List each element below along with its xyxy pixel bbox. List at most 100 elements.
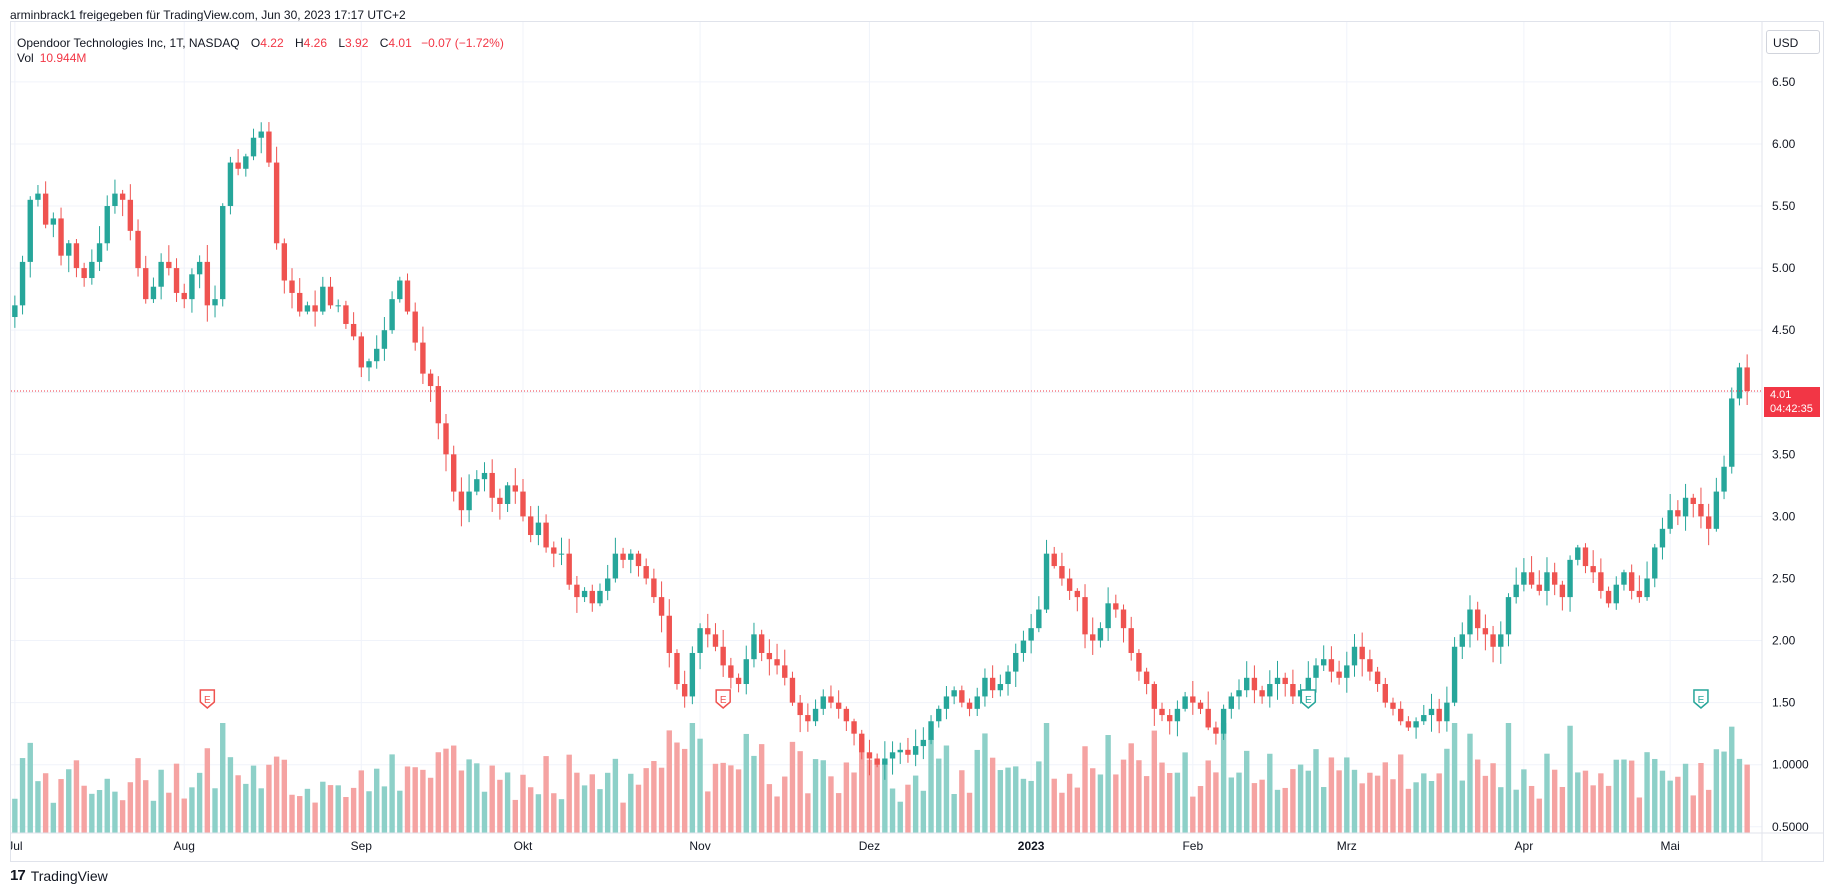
candle-body: [1390, 702, 1396, 709]
volume-bar: [1652, 758, 1658, 833]
earnings-marker[interactable]: E: [1693, 689, 1709, 709]
volume-bar: [451, 745, 457, 833]
volume-bar: [820, 760, 826, 833]
candle-body: [874, 758, 880, 765]
volume-bar: [1682, 763, 1689, 833]
candle-body: [1675, 510, 1681, 517]
volume-bar: [843, 762, 850, 833]
candle-body: [112, 193, 118, 207]
volume-bar: [766, 784, 773, 833]
volume-bar: [42, 773, 49, 833]
candle-body: [766, 652, 773, 660]
volume-bar: [1151, 730, 1158, 833]
candle-body: [1128, 628, 1134, 653]
volume-bar: [1390, 779, 1396, 833]
volume-bar: [951, 794, 957, 833]
candle-body: [1644, 578, 1650, 598]
candle-body: [1182, 696, 1188, 709]
candle-body: [797, 702, 803, 716]
change-value: −0.07 (−1.72%): [421, 36, 504, 50]
candle-body: [135, 230, 141, 269]
candle-body: [1467, 609, 1473, 635]
candle-body: [928, 721, 934, 740]
candle-body: [497, 497, 503, 504]
volume-bar: [196, 772, 203, 833]
candle-body: [1551, 572, 1558, 585]
candle-body: [1667, 510, 1673, 529]
volume-bar: [1197, 786, 1204, 833]
volume-bar: [812, 759, 819, 833]
volume-bar: [427, 777, 434, 833]
candle-body: [181, 292, 187, 300]
candle-body: [1744, 367, 1750, 392]
earnings-marker[interactable]: E: [199, 689, 216, 709]
volume-bar: [320, 781, 326, 833]
volume-bar: [1259, 779, 1265, 833]
candle-body: [397, 280, 403, 300]
price-axis[interactable]: 6.506.005.505.004.504.003.503.002.502.00…: [1772, 75, 1809, 834]
low-value: 3.92: [345, 36, 369, 50]
candle-body: [512, 485, 518, 492]
symbol-name[interactable]: Opendoor Technologies Inc, 1T, NASDAQ: [17, 36, 240, 50]
volume-bar: [1167, 772, 1173, 833]
volume-bar: [1436, 773, 1442, 833]
candle-body: [1652, 547, 1658, 579]
volume-bar: [705, 791, 711, 833]
candle-body: [558, 553, 565, 555]
candle-body: [358, 336, 365, 368]
volume-bar: [1190, 796, 1196, 833]
candle-body: [1490, 634, 1496, 647]
volume-bar: [1267, 753, 1273, 833]
candle-body: [543, 522, 549, 548]
candle-body: [1344, 665, 1350, 678]
volume-bar: [782, 776, 788, 833]
volume-bar: [1451, 723, 1458, 833]
candle-body: [58, 218, 64, 256]
volume-bar: [997, 770, 1004, 833]
price-tick-label: 2.00: [1772, 634, 1796, 648]
volume-bar: [1113, 774, 1119, 833]
price-tick-label: 5.00: [1772, 261, 1796, 275]
volume-bar: [527, 787, 534, 833]
volume-bar: [666, 730, 672, 833]
volume-bar: [1328, 757, 1335, 833]
earnings-marker-shape: [715, 689, 731, 709]
candle-body: [782, 665, 788, 678]
time-axis[interactable]: JulAugSepOktNovDez2023FebMrzAprMaiJunJul: [11, 839, 1823, 853]
volume-bar: [104, 778, 110, 833]
volume-bar: [520, 774, 526, 833]
candle-body: [1621, 572, 1627, 585]
volume-bar: [920, 790, 927, 833]
candle-body: [566, 553, 572, 585]
volume-bar: [1297, 764, 1304, 833]
volume-bar: [1274, 789, 1281, 833]
candle-body: [805, 715, 811, 722]
candle-body: [735, 677, 742, 685]
candle-body: [1628, 572, 1635, 591]
volume-bar: [859, 737, 865, 833]
time-tick-label: Aug: [174, 839, 195, 853]
candle-body: [1567, 559, 1573, 598]
volume-bar: [19, 758, 26, 833]
volume-bar: [173, 763, 180, 833]
tradingview-logo[interactable]: 17 TradingView: [10, 867, 108, 884]
time-tick-label: Apr: [1515, 839, 1534, 853]
candle-body: [50, 218, 57, 225]
volume-bar: [143, 780, 149, 833]
price-tick-label: 4.50: [1772, 323, 1796, 337]
currency-button[interactable]: USD: [1766, 30, 1820, 54]
volume-bar: [1282, 787, 1288, 833]
share-caption: arminbrack1 freigegeben für TradingView.…: [10, 8, 406, 22]
volume-bar: [1036, 761, 1042, 833]
earnings-marker[interactable]: E: [715, 689, 731, 709]
candle-body: [19, 261, 26, 306]
volume-bar: [1575, 772, 1581, 833]
volume-bar: [689, 723, 696, 833]
volume-bar: [81, 785, 87, 833]
volume-bar: [1051, 778, 1057, 833]
earnings-marker[interactable]: E: [1300, 689, 1317, 709]
candle-body: [835, 702, 842, 709]
candle-body: [789, 677, 796, 703]
